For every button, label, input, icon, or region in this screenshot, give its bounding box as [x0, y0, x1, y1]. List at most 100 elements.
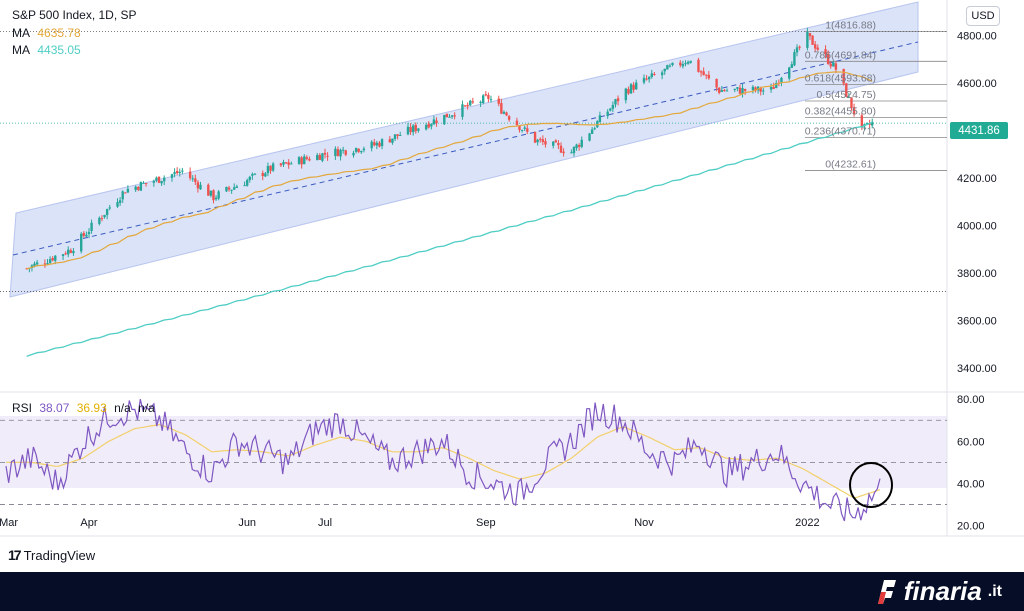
candle-body — [686, 61, 690, 64]
title-legend: S&P 500 Index, 1D, SP — [12, 8, 141, 22]
candle-body — [430, 124, 433, 127]
candle-body — [775, 82, 778, 88]
chart-title: S&P 500 Index, 1D, SP — [12, 8, 137, 22]
candle-body — [743, 89, 747, 91]
candle-body — [666, 65, 669, 70]
candle-body — [588, 133, 591, 141]
chart-canvas[interactable]: 1(4816.88) 0.786(4691.84) 0.618(4593.68) 0.… — [0, 0, 1024, 572]
candle-body — [235, 186, 239, 188]
candle-body — [762, 90, 765, 92]
candle-body — [629, 84, 633, 94]
candle-body — [611, 104, 615, 109]
candle-body — [344, 150, 347, 155]
tradingview-logo[interactable]: 17 TradingView — [8, 547, 95, 563]
candle-body — [142, 182, 145, 184]
rsi-na-1: n/a — [114, 401, 131, 415]
candle-body — [699, 71, 703, 73]
currency-button[interactable]: USD — [966, 6, 1000, 26]
candle-body — [580, 139, 583, 147]
ma-fast-value: 4635.78 — [37, 26, 81, 40]
candle-body — [790, 64, 794, 68]
candle-body — [725, 90, 729, 92]
candle-body — [305, 157, 309, 160]
candle-body — [663, 68, 666, 72]
ma-slow-line — [26, 121, 873, 358]
candle-body — [518, 125, 521, 130]
fib-label: 0.5(4524.75) — [816, 89, 876, 101]
candle-body — [427, 123, 430, 128]
candle-body — [194, 178, 197, 182]
candle-body — [824, 49, 827, 55]
candle-body — [137, 187, 140, 190]
candle-body — [178, 171, 181, 173]
candle-body — [391, 138, 394, 143]
candle-body — [33, 263, 36, 267]
candle-body — [261, 173, 264, 177]
candle-body — [124, 192, 127, 194]
tradingview-icon: 17 — [8, 547, 22, 563]
candle-body — [339, 149, 342, 157]
candle-body — [207, 184, 210, 196]
candle-body — [741, 88, 744, 94]
candle-body — [852, 107, 856, 115]
candlesticks — [25, 27, 874, 273]
footer-bar: finaria .it — [0, 572, 1024, 611]
candle-body — [54, 255, 57, 261]
candle-body — [352, 152, 355, 156]
candle-body — [450, 115, 454, 117]
candle-body — [479, 101, 482, 104]
time-tick-label: Jun — [238, 517, 256, 529]
candle-body — [264, 173, 267, 177]
candle-body — [738, 87, 742, 94]
fib-label: 0.236(4370.71) — [805, 126, 876, 138]
candle-body — [357, 148, 360, 152]
candle-body — [266, 165, 270, 174]
candle-body — [705, 74, 708, 76]
candle-body — [417, 128, 420, 131]
candle-body — [163, 177, 166, 182]
price-tick-label: 4600.00 — [957, 78, 997, 90]
candle-body — [850, 97, 853, 108]
ma-slow-legend: MA 4435.05 — [12, 43, 85, 57]
candle-body — [772, 86, 775, 89]
time-axis[interactable]: Mar Apr Jun Jul Sep Nov 2022 — [0, 517, 820, 529]
rsi-tick-label: 80.00 — [957, 394, 985, 406]
candle-body — [432, 119, 436, 125]
finaria-wordmark: finaria — [903, 576, 982, 606]
candle-body — [399, 135, 402, 137]
candle-body — [860, 115, 864, 127]
rsi-label: RSI — [12, 401, 33, 415]
rsi-na-2: n/a — [138, 401, 155, 415]
price-axis[interactable]: 3400.003600.003800.004000.004200.004400.… — [957, 31, 997, 376]
candle-body — [536, 139, 539, 143]
candle-body — [69, 250, 73, 253]
candle-body — [505, 112, 508, 116]
time-tick-label: Nov — [634, 517, 654, 529]
candle-body — [126, 188, 130, 193]
candle-body — [160, 180, 163, 184]
rsi-axis[interactable]: 20.00 40.00 60.00 80.00 — [957, 394, 985, 532]
candle-body — [287, 162, 290, 165]
rsi-ma-value: 36.93 — [76, 401, 107, 415]
candle-body — [515, 120, 519, 126]
candle-body — [832, 62, 835, 67]
candle-body — [443, 114, 446, 125]
candle-body — [196, 182, 200, 189]
channel-midline — [12, 41, 919, 256]
candle-body — [544, 141, 547, 145]
candle-body — [668, 65, 672, 67]
candle-body — [82, 233, 86, 236]
candle-body — [723, 90, 726, 92]
finaria-tld: .it — [987, 582, 1002, 600]
candle-body — [466, 104, 469, 107]
candle-body — [248, 176, 251, 181]
candle-body — [341, 149, 345, 151]
candle-body — [811, 35, 814, 45]
candle-body — [679, 62, 682, 66]
candle-body — [85, 234, 88, 237]
candle-body — [336, 149, 340, 157]
finaria-logo[interactable]: finaria .it — [874, 576, 1002, 607]
price-tick-label: 4800.00 — [957, 31, 997, 43]
candle-body — [570, 152, 573, 154]
candle-body — [48, 259, 52, 264]
